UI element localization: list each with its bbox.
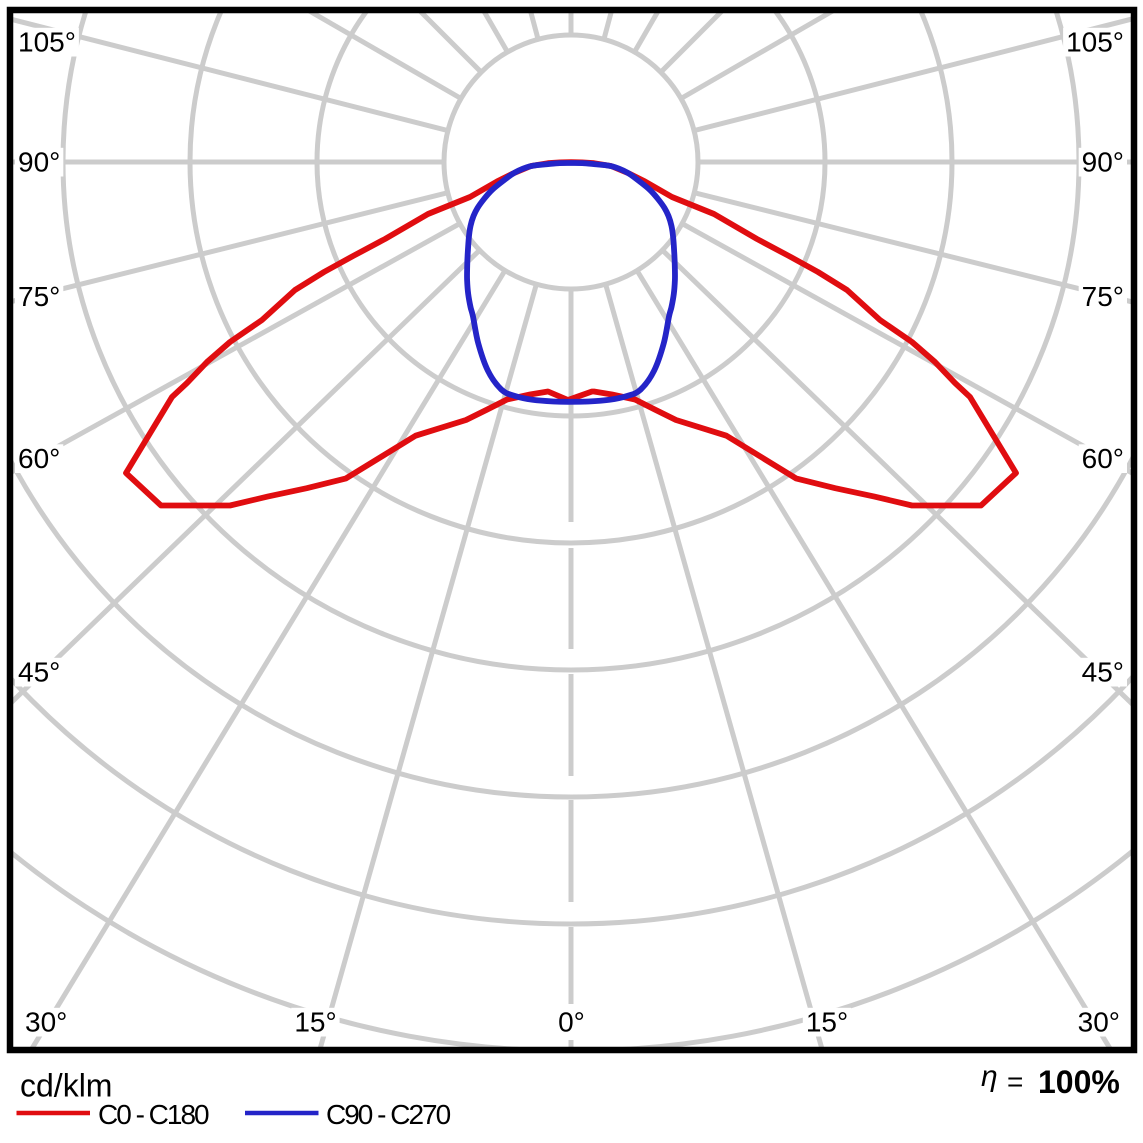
svg-text:75°: 75° bbox=[18, 281, 60, 312]
svg-text:15°: 15° bbox=[294, 1007, 336, 1038]
svg-text:30°: 30° bbox=[25, 1007, 67, 1038]
svg-text:C90 - C270: C90 - C270 bbox=[326, 1099, 451, 1130]
svg-text:0°: 0° bbox=[558, 1007, 585, 1038]
svg-text:105°: 105° bbox=[1066, 27, 1124, 58]
svg-text:C0 - C180: C0 - C180 bbox=[98, 1099, 209, 1130]
svg-text:cd/klm: cd/klm bbox=[20, 1068, 112, 1104]
svg-text:=: = bbox=[1007, 1066, 1023, 1097]
svg-text:45°: 45° bbox=[18, 657, 60, 688]
svg-text:105°: 105° bbox=[18, 27, 76, 58]
svg-text:90°: 90° bbox=[1082, 147, 1124, 178]
svg-text:75°: 75° bbox=[1082, 281, 1124, 312]
svg-text:30°: 30° bbox=[1078, 1007, 1120, 1038]
svg-text:60°: 60° bbox=[1082, 443, 1124, 474]
svg-text:60°: 60° bbox=[18, 443, 60, 474]
svg-text:45°: 45° bbox=[1082, 657, 1124, 688]
svg-text:15°: 15° bbox=[806, 1007, 848, 1038]
svg-text:η: η bbox=[981, 1060, 998, 1093]
svg-text:90°: 90° bbox=[18, 147, 60, 178]
svg-text:100%: 100% bbox=[1038, 1064, 1120, 1100]
